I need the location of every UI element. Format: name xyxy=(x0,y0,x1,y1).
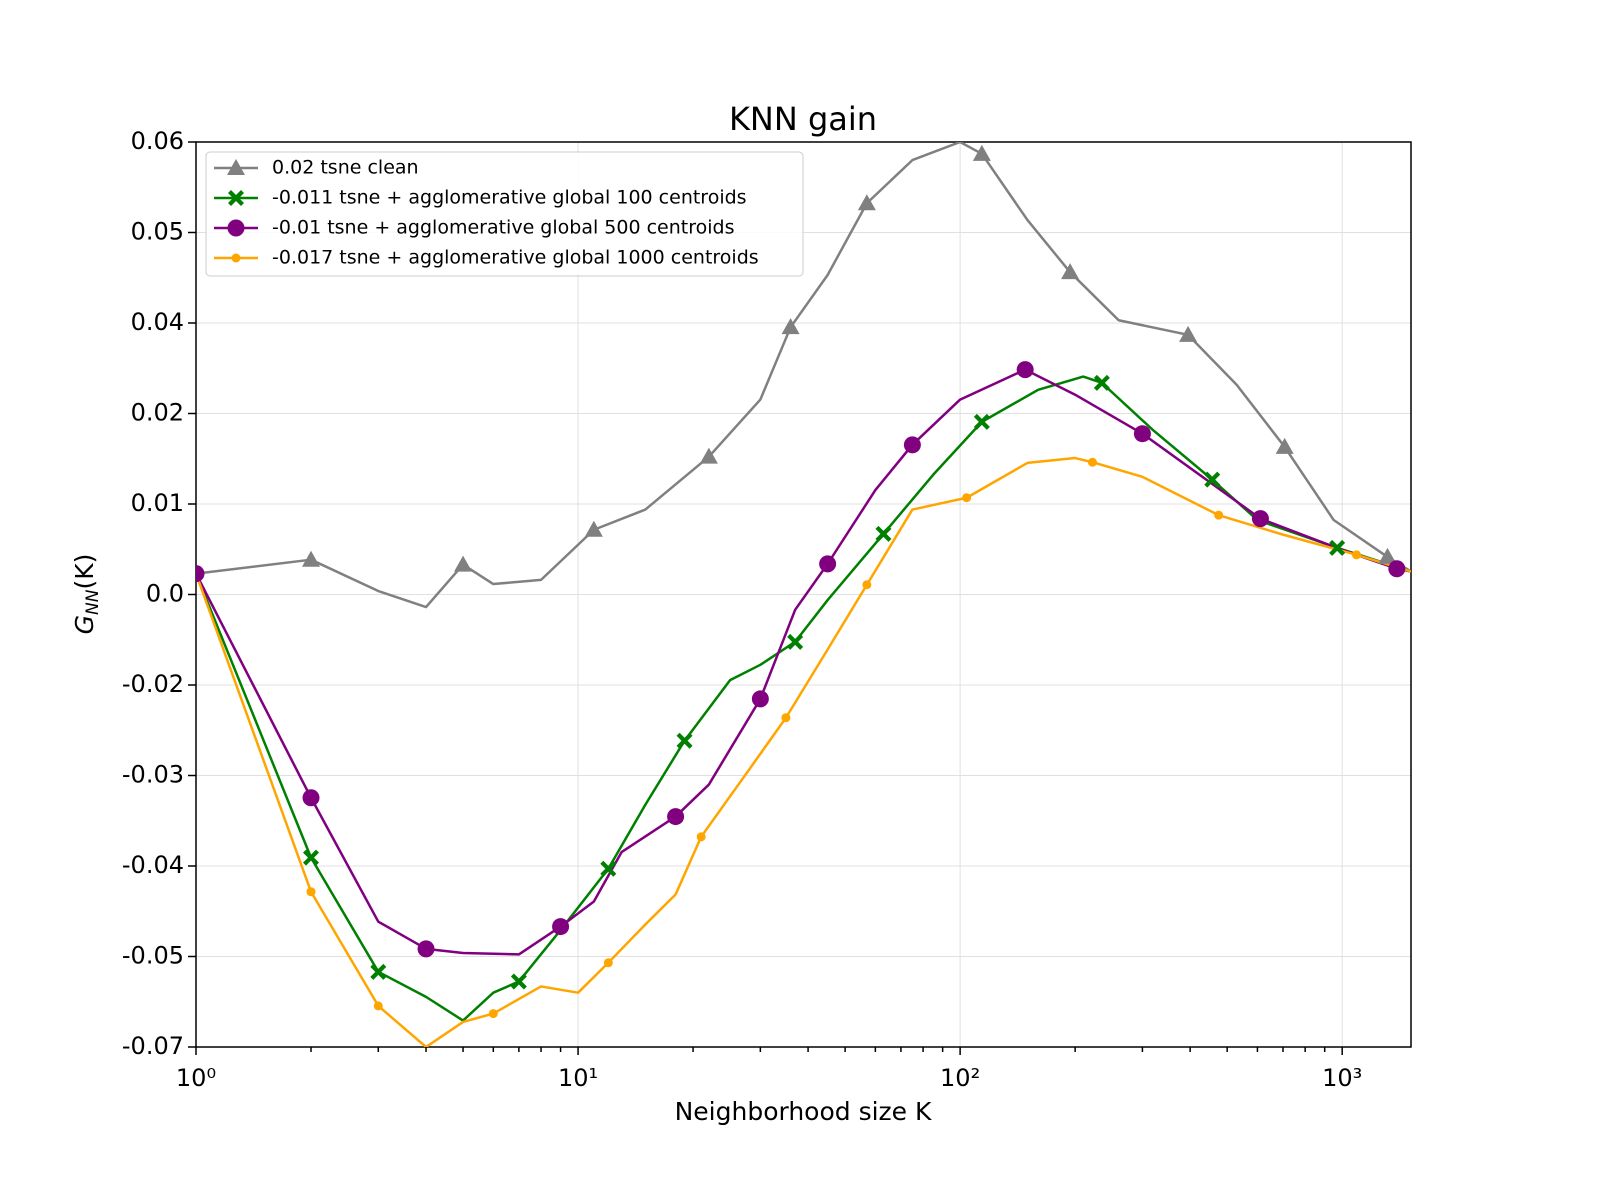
marker xyxy=(370,963,387,980)
y-label-rest: (K) xyxy=(70,554,99,590)
marker xyxy=(603,958,613,968)
marker xyxy=(1093,374,1110,391)
marker xyxy=(1329,539,1346,556)
marker xyxy=(1388,560,1406,578)
marker xyxy=(1087,457,1097,467)
y-tick-label: -0.05 xyxy=(122,942,184,970)
legend-marker xyxy=(227,159,245,175)
y-tick-label: 0.04 xyxy=(131,308,184,336)
y-tick-label: -0.02 xyxy=(122,670,184,698)
marker xyxy=(973,413,990,430)
marker xyxy=(302,550,321,567)
x-tick-label: 10⁰ xyxy=(176,1064,216,1092)
marker xyxy=(972,144,991,161)
plot-area xyxy=(196,142,1411,1047)
marker xyxy=(962,493,972,503)
y-tick-label: 0.0 xyxy=(146,580,184,608)
y-label-main: G xyxy=(70,615,99,634)
marker xyxy=(1275,437,1294,454)
marker xyxy=(862,580,872,590)
y-tick-label: -0.03 xyxy=(122,761,184,789)
legend-label: -0.01 tsne + agglomerative global 500 ce… xyxy=(272,217,734,239)
marker xyxy=(699,447,718,464)
marker xyxy=(857,194,876,211)
marker xyxy=(488,1009,498,1019)
x-tick-label: 10² xyxy=(940,1064,980,1092)
marker xyxy=(696,832,706,842)
marker xyxy=(584,520,603,537)
y-tick-label: 0.05 xyxy=(131,218,184,246)
plot-frame xyxy=(195,141,1412,1048)
marker xyxy=(302,789,320,807)
y-tick-label: -0.04 xyxy=(122,851,184,879)
marker xyxy=(1251,510,1269,528)
x-tick-label: 10¹ xyxy=(558,1064,598,1092)
marker xyxy=(787,633,804,650)
marker xyxy=(196,565,205,583)
legend-marker xyxy=(228,190,244,206)
marker xyxy=(676,732,693,749)
marker xyxy=(1179,325,1198,342)
marker xyxy=(781,713,791,723)
marker xyxy=(667,808,685,826)
series-line xyxy=(196,375,1411,1022)
marker xyxy=(1016,361,1034,379)
y-axis-label: GNN(K) xyxy=(70,554,103,635)
legend-label: -0.017 tsne + agglomerative global 1000 … xyxy=(272,247,759,269)
marker xyxy=(1214,510,1224,520)
marker xyxy=(417,940,435,958)
series-line xyxy=(196,368,1411,956)
marker xyxy=(373,1001,383,1011)
legend-box xyxy=(205,151,804,277)
marker xyxy=(1351,550,1361,560)
chart-title: KNN gain xyxy=(729,100,877,138)
y-tick-label: 0.02 xyxy=(131,399,184,427)
marker xyxy=(600,860,617,877)
marker xyxy=(306,887,316,897)
y-tick-label: -0.07 xyxy=(122,1032,184,1060)
marker xyxy=(1133,425,1151,443)
legend-label: 0.02 tsne clean xyxy=(272,157,419,179)
marker xyxy=(875,525,892,542)
x-axis-label: Neighborhood size K xyxy=(675,1097,932,1126)
marker xyxy=(510,973,527,990)
marker xyxy=(1378,547,1397,564)
legend-label: -0.011 tsne + agglomerative global 100 c… xyxy=(272,187,747,209)
marker xyxy=(903,436,921,454)
marker xyxy=(751,690,769,708)
marker xyxy=(1204,471,1221,488)
marker xyxy=(454,555,473,572)
legend-marker xyxy=(227,219,245,237)
marker xyxy=(781,318,800,335)
y-tick-label: 0.06 xyxy=(131,127,184,155)
marker xyxy=(1061,263,1080,280)
marker xyxy=(303,849,320,866)
series-line xyxy=(196,456,1411,1047)
legend-marker xyxy=(231,253,241,263)
marker xyxy=(552,918,570,936)
y-label-sub: NN xyxy=(83,589,103,615)
y-tick-label: 0.01 xyxy=(131,489,184,517)
x-tick-label: 10³ xyxy=(1322,1064,1362,1092)
marker xyxy=(819,555,837,573)
